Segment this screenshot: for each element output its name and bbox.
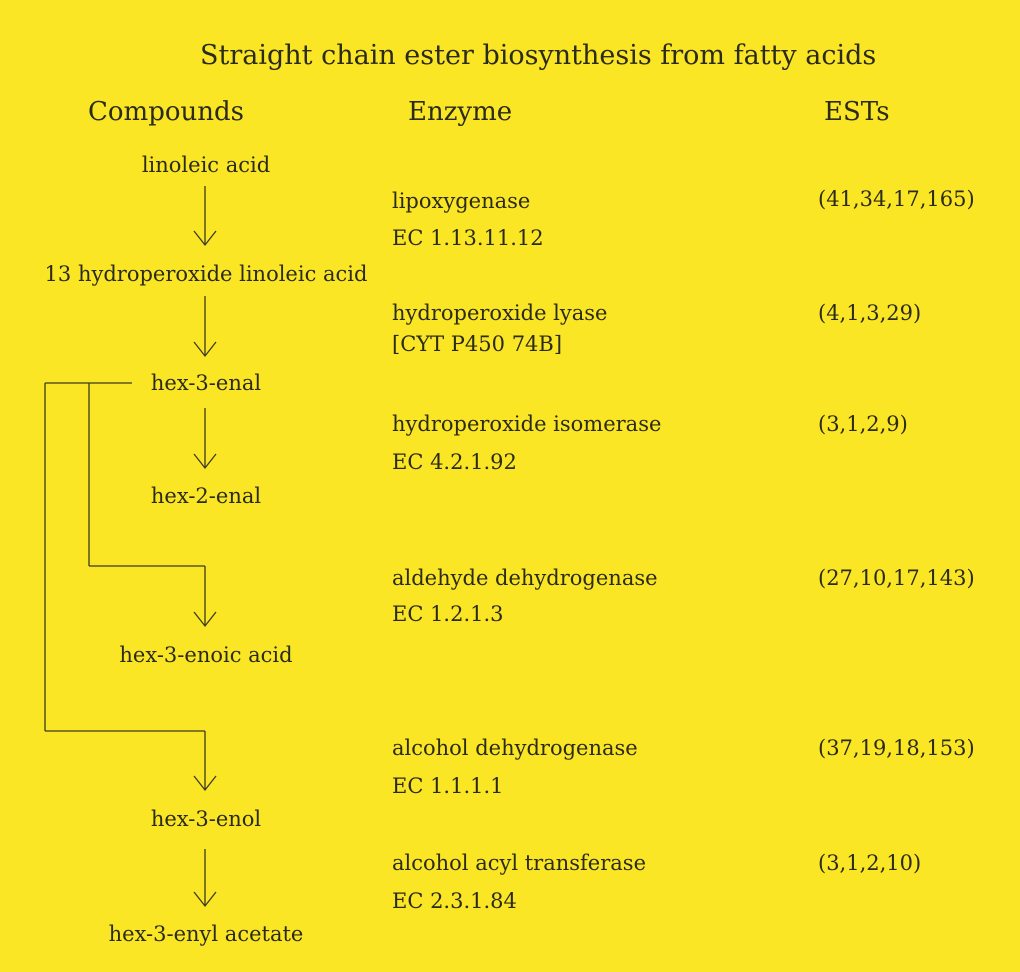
arrow-down-icon: [193, 296, 217, 358]
arrow-down-icon: [193, 849, 217, 908]
compound-hex-3-enal: hex-3-enal: [150, 371, 262, 395]
enzyme-ec: [CYT P450 74B]: [392, 332, 563, 356]
branch-arrow-icon: [88, 383, 217, 628]
header-compounds: Compounds: [88, 97, 244, 127]
arrow-down-icon: [193, 408, 217, 470]
enzyme-ec: EC 4.2.1.92: [392, 450, 517, 474]
enzyme-name: alcohol acyl transferase: [392, 851, 646, 875]
enzyme-name: aldehyde dehydrogenase: [392, 566, 658, 590]
compound-hex-3-enol: hex-3-enol: [150, 807, 262, 831]
arrow-down-icon: [193, 186, 217, 247]
compound-hex-3-enyl-acetate: hex-3-enyl acetate: [108, 922, 304, 946]
enzyme-ec: EC 1.1.1.1: [392, 774, 504, 798]
enzyme-name: hydroperoxide lyase: [392, 301, 608, 325]
header-enzyme: Enzyme: [408, 97, 513, 127]
enzyme-name: lipoxygenase: [392, 189, 531, 213]
enzyme-ec: EC 1.13.11.12: [392, 226, 544, 250]
diagram-title: Straight chain ester biosynthesis from f…: [200, 40, 877, 71]
est-counts: (41,34,17,165): [818, 187, 975, 211]
compound-hex-3-enoic-acid: hex-3-enoic acid: [119, 643, 293, 667]
compound-linoleic-acid: linoleic acid: [141, 153, 271, 177]
compound-13-hydroperoxide: 13 hydroperoxide linoleic acid: [44, 262, 368, 286]
header-ests: ESTs: [824, 97, 890, 127]
enzyme-name: hydroperoxide isomerase: [392, 412, 662, 436]
branch-arrow-icon: [44, 383, 217, 792]
enzyme-ec: EC 1.2.1.3: [392, 602, 504, 626]
est-counts: (37,19,18,153): [818, 736, 975, 760]
est-counts: (4,1,3,29): [818, 301, 922, 325]
compound-hex-2-enal: hex-2-enal: [150, 484, 262, 508]
enzyme-name: alcohol dehydrogenase: [392, 736, 638, 760]
est-counts: (3,1,2,9): [818, 412, 908, 436]
enzyme-ec: EC 2.3.1.84: [392, 889, 517, 913]
est-counts: (3,1,2,10): [818, 851, 922, 875]
est-counts: (27,10,17,143): [818, 566, 975, 590]
